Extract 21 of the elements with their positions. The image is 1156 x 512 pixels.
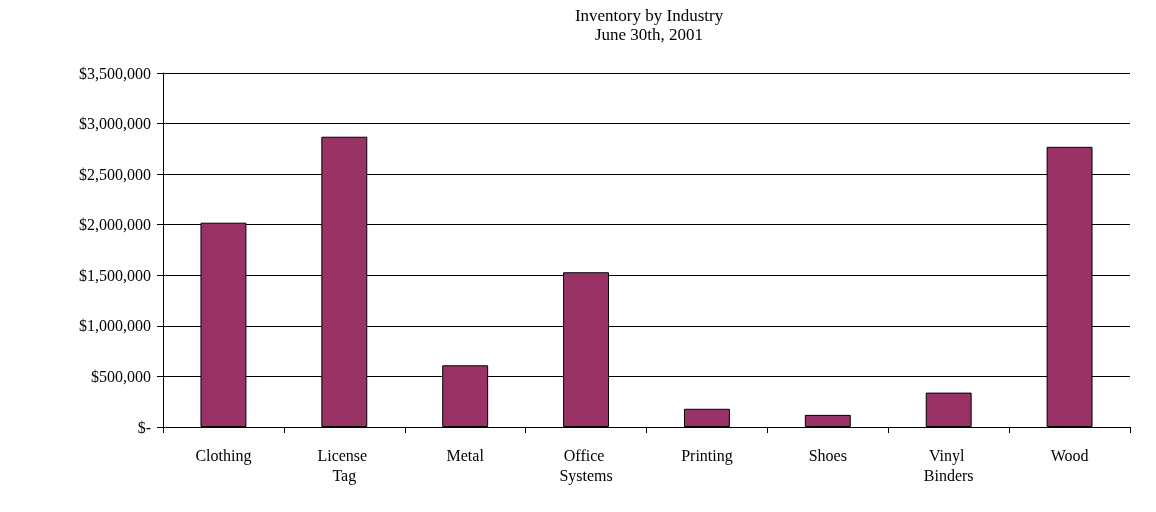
x-tick-label: Printing (681, 446, 733, 465)
y-tick-label: $3,000,000 (79, 115, 151, 133)
y-tick-label: $1,000,000 (79, 317, 151, 335)
bar (804, 414, 851, 427)
y-tick-label: $2,000,000 (79, 216, 151, 234)
chart-subtitle: June 30th, 2001 (594, 25, 704, 44)
x-tick-label: Metal (446, 446, 485, 464)
x-tick-label: Wood (1050, 446, 1089, 464)
y-tick-label: $1,500,000 (79, 266, 151, 284)
bar (683, 408, 730, 427)
x-tick-label: License Tag (317, 446, 372, 485)
x-tick-label: Vinyl Binders (923, 446, 974, 484)
y-tick-label: $3,500,000 (79, 64, 151, 82)
y-tick-label: $- (137, 418, 151, 436)
x-tick-label: Clothing (195, 446, 252, 465)
bar (925, 392, 972, 427)
chart-title: Inventory by Industry (574, 6, 724, 25)
x-tick-label: Shoes (808, 446, 847, 464)
x-tick-label: Office Systems (559, 446, 613, 485)
y-tick-label: $500,000 (91, 367, 151, 385)
y-tick-label: $2,500,000 (79, 165, 151, 183)
